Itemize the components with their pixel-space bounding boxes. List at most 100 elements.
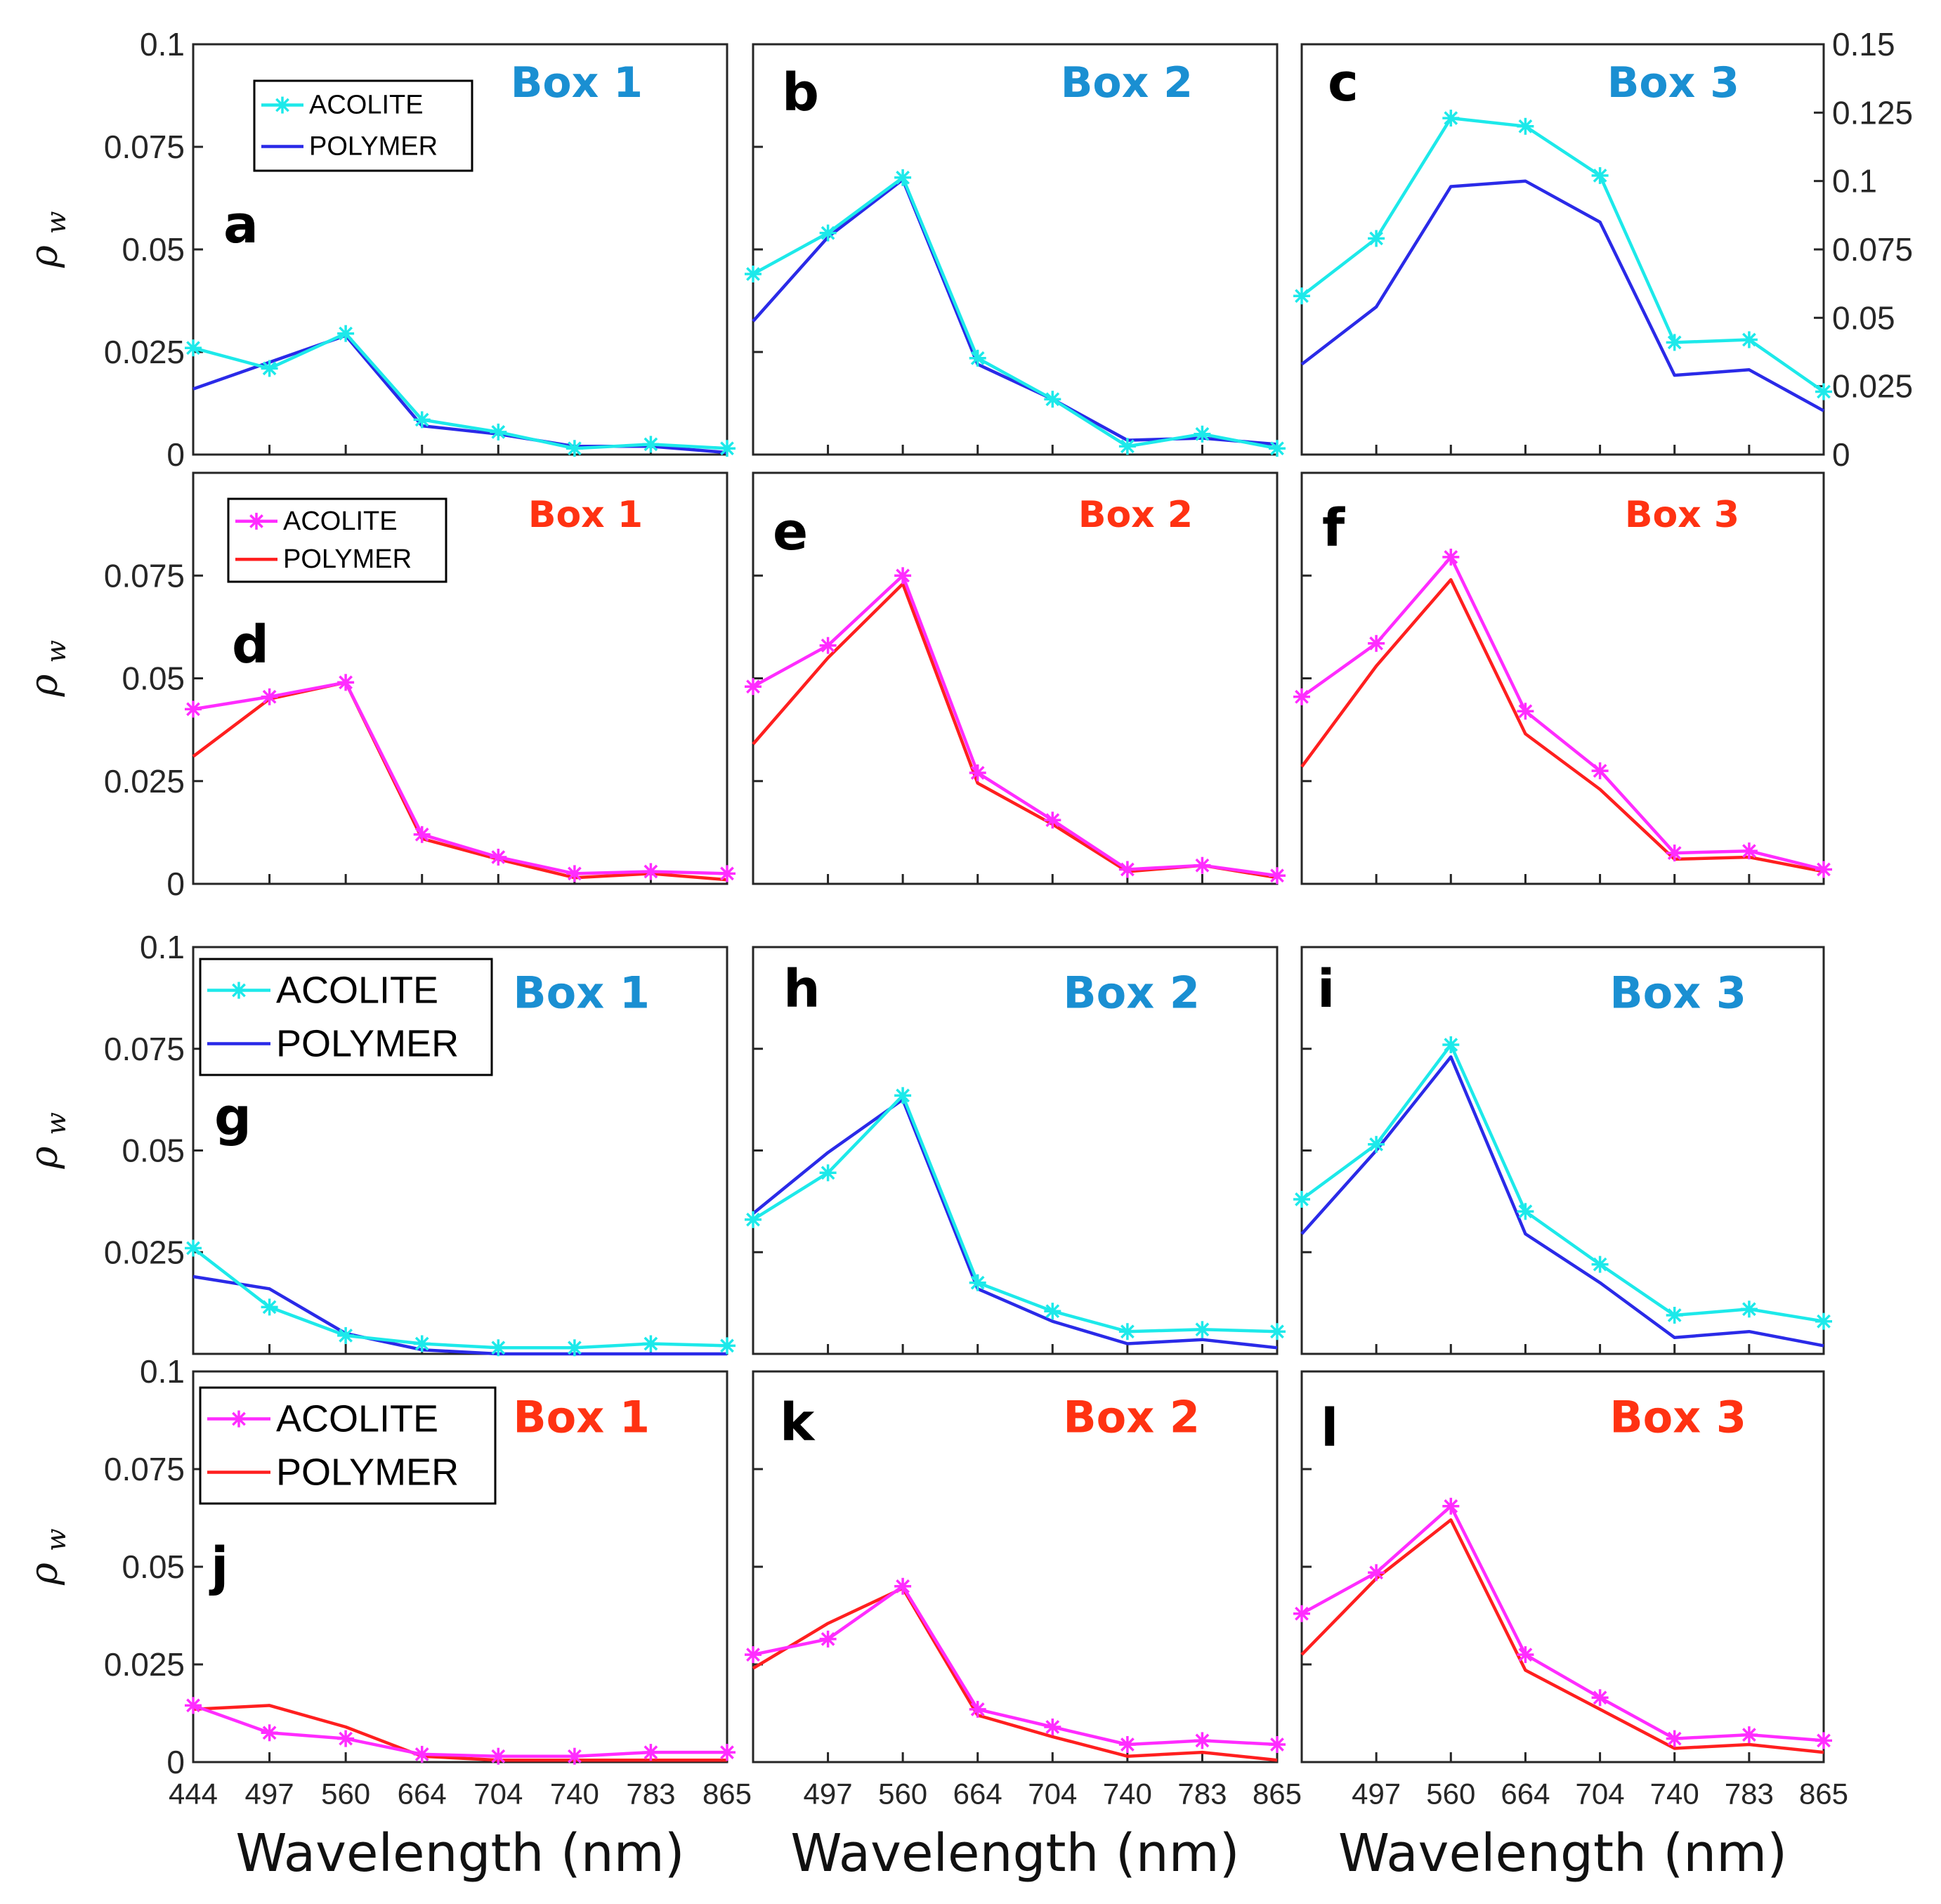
series-line-polymer <box>1300 1518 1824 1754</box>
y-tick-label: 0 <box>166 436 185 473</box>
y-axis-label-subscript: w <box>41 1528 72 1551</box>
legend: ACOLITE POLYMER <box>253 79 473 172</box>
asterisk-stroke <box>1195 858 1210 873</box>
y-axis-label-symbol: ρ <box>22 245 66 268</box>
asterisk-stroke <box>1817 384 1831 399</box>
asterisk-stroke <box>491 425 506 439</box>
asterisk-stroke <box>970 766 985 780</box>
asterisk-stroke <box>414 412 429 427</box>
acolite-point-marker <box>1293 287 1310 305</box>
y-tick-label: 0.05 <box>1832 299 1895 336</box>
acolite-point-marker <box>185 1697 202 1714</box>
asterisk-stroke <box>1195 1733 1210 1748</box>
x-tick-label: 497 <box>1352 1778 1401 1811</box>
asterisk-stroke <box>186 1241 200 1256</box>
acolite-point-marker <box>819 224 837 242</box>
x-tick-label: 704 <box>1028 1778 1077 1811</box>
legend-label-acolite: ACOLITE <box>309 91 424 120</box>
acolite-point-marker <box>490 423 507 441</box>
series-line-acolite <box>192 1246 728 1350</box>
asterisk-stroke <box>232 983 246 998</box>
acolite-point-marker <box>1194 425 1211 443</box>
acolite-point-marker <box>1740 1726 1758 1744</box>
asterisk-stroke <box>1295 689 1309 704</box>
acolite-point-marker <box>1666 845 1683 862</box>
asterisk-stroke <box>414 1336 429 1351</box>
y-tick-label: 0 <box>1832 436 1850 473</box>
panel-k: 497 560 664 704 740 783 865 Box 2 k Wavelength (n… <box>745 1370 1302 1884</box>
y-tick-label: 0.05 <box>122 660 185 697</box>
legend: ACOLITE POLYMER <box>227 497 447 583</box>
y-axis-label-subscript: w <box>41 211 72 234</box>
panel-j: 0 0.025 0.05 0.075 0.1 444 497 560 664 704 740 783 8… <box>22 1353 752 1884</box>
series-line-acolite <box>752 1584 1278 1747</box>
acolite-point-marker <box>1368 634 1385 652</box>
x-tick-label: 664 <box>953 1778 1002 1811</box>
asterisk-stroke <box>339 675 353 690</box>
acolite-point-marker <box>566 440 583 457</box>
y-axis-label-symbol: ρ <box>22 674 66 697</box>
asterisk-stroke <box>1045 813 1060 828</box>
acolite-point-marker <box>894 567 912 585</box>
acolite-point-marker <box>719 1337 736 1355</box>
box-title: Box 3 <box>1625 494 1739 536</box>
x-axis-label: Wavelength (nm) <box>235 1823 684 1884</box>
legend-label-acolite: ACOLITE <box>276 1398 438 1440</box>
asterisk-stroke <box>821 226 835 240</box>
acolite-point-marker <box>1442 1036 1460 1053</box>
x-axis-label: Wavelength (nm) <box>1338 1823 1787 1884</box>
y-tick-label: 0.025 <box>104 1234 185 1270</box>
asterisk-stroke <box>643 437 658 452</box>
series-line-polymer <box>1300 1055 1824 1348</box>
asterisk-stroke <box>1444 111 1458 125</box>
y-tick-label: 0.025 <box>104 1646 185 1683</box>
series-line-polymer <box>192 1704 727 1762</box>
asterisk-stroke <box>896 568 910 583</box>
legend-box <box>253 79 473 172</box>
y-tick-label: 0.075 <box>104 129 185 165</box>
acolite-point-marker <box>261 1724 278 1742</box>
asterisk-stroke <box>186 702 200 717</box>
x-tick-label: 497 <box>804 1778 853 1811</box>
acolite-point-marker <box>490 1747 507 1765</box>
acolite-point-marker <box>1591 1256 1609 1273</box>
acolite-point-marker <box>745 1211 762 1228</box>
panel-f: Box 3 f <box>1293 471 1832 885</box>
acolite-point-marker <box>566 865 583 882</box>
asterisk-stroke <box>232 1411 246 1426</box>
asterisk-stroke <box>1444 1038 1458 1052</box>
y-tick-label: 0.125 <box>1832 94 1913 131</box>
asterisk-stroke <box>1518 1204 1533 1219</box>
box-title: Box 1 <box>511 58 643 107</box>
axes-frame <box>1300 946 1825 1355</box>
acolite-point-marker <box>719 1744 736 1761</box>
acolite-point-marker <box>1118 438 1136 455</box>
series-line-polymer <box>1300 179 1825 412</box>
acolite-point-marker <box>1118 861 1136 878</box>
x-tick-label: 865 <box>1799 1778 1848 1811</box>
acolite-point-marker <box>1293 1605 1310 1622</box>
asterisk-stroke <box>339 326 353 341</box>
y-tick-label: 0 <box>166 1744 185 1780</box>
panel-letter: i <box>1317 959 1335 1019</box>
acolite-point-marker <box>1591 762 1609 780</box>
acolite-point-marker <box>1591 1689 1609 1707</box>
series-line-acolite <box>752 1094 1278 1334</box>
legend-label-acolite: ACOLITE <box>283 507 398 536</box>
acolite-point-marker <box>1118 1736 1136 1753</box>
acolite-point-marker <box>969 349 986 367</box>
acolite-point-marker <box>185 339 202 357</box>
y-tick-label: 0.1 <box>140 1353 185 1390</box>
acolite-point-marker <box>1368 230 1385 247</box>
series-line-polymer <box>752 1097 1278 1350</box>
asterisk-stroke <box>1667 1731 1682 1746</box>
asterisk-stroke <box>1817 1314 1831 1329</box>
acolite-point-marker <box>490 849 507 866</box>
legend-box <box>199 1386 497 1505</box>
x-tick-label: 865 <box>1253 1778 1302 1811</box>
legend-acolite-marker <box>274 96 291 114</box>
acolite-point-marker <box>642 863 660 880</box>
asterisk-stroke <box>970 351 985 365</box>
asterisk-stroke <box>1195 1322 1210 1337</box>
asterisk-stroke <box>1667 846 1682 860</box>
